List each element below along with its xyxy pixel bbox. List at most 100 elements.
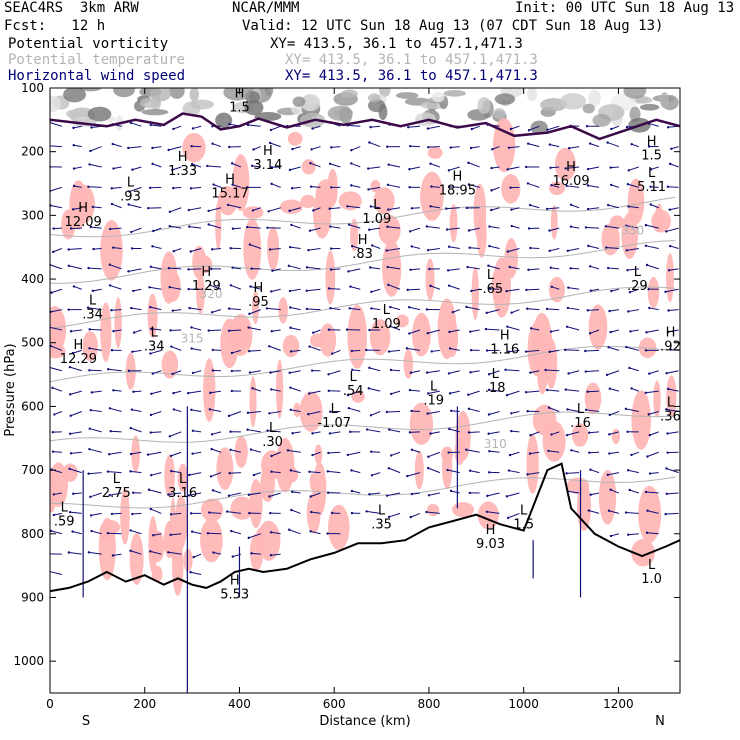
wind-arrow-head <box>90 529 93 533</box>
wind-arrow <box>489 226 500 229</box>
wind-arrow <box>73 207 82 210</box>
wind-arrow-head <box>665 372 668 375</box>
extremum-low-marker: L <box>492 367 500 382</box>
pv-shade-region <box>647 276 660 308</box>
wind-arrow <box>410 227 421 232</box>
wind-arrow-head <box>249 285 252 288</box>
wind-arrow <box>329 207 341 210</box>
extremum-value: 1.09 <box>372 317 401 332</box>
wind-arrow <box>606 370 620 376</box>
wind-arrow <box>128 146 142 149</box>
forecast-hour: Fcst: 12 h <box>4 18 106 34</box>
wind-arrow <box>665 288 679 293</box>
wind-arrow-head <box>190 326 193 329</box>
wind-arrow <box>250 449 261 453</box>
wind-arrow <box>107 471 122 474</box>
wind-arrow <box>670 245 679 249</box>
wind-arrow <box>109 284 122 290</box>
wind-arrow <box>348 407 361 412</box>
wind-arrow <box>428 492 440 496</box>
stratosphere-shade <box>215 112 233 129</box>
stratosphere-shade <box>189 88 200 102</box>
wind-arrow <box>570 267 580 270</box>
wind-arrow <box>570 204 580 209</box>
wind-arrow-head <box>106 532 110 535</box>
wind-arrow <box>368 186 381 190</box>
wind-arrow-head <box>88 369 91 372</box>
wind-arrow-head <box>408 388 412 392</box>
y-tick-label: 500 <box>21 336 44 350</box>
wind-arrow <box>250 286 261 290</box>
wind-arrow-head <box>287 264 291 268</box>
wind-arrow <box>89 347 102 351</box>
wind-arrow <box>626 247 639 251</box>
wind-arrow <box>570 226 580 229</box>
wind-arrow <box>210 390 222 394</box>
stratosphere-shade <box>623 88 647 99</box>
wind-arrow <box>567 490 580 494</box>
wind-arrow-head <box>189 187 193 190</box>
wind-arrow-head <box>51 386 54 390</box>
wind-arrow-head <box>625 345 628 349</box>
wind-arrow <box>110 430 122 433</box>
extremum-value: 1.5 <box>641 148 662 163</box>
wind-arrow-head <box>550 183 553 187</box>
wind-arrow-head <box>666 451 669 454</box>
wind-arrow <box>410 370 421 374</box>
wind-arrow <box>290 307 301 311</box>
wind-arrow-head <box>488 225 491 228</box>
wind-arrow-head <box>505 393 509 397</box>
wind-arrow-head <box>309 495 312 498</box>
wind-arrow-head <box>644 223 648 227</box>
wind-arrow-head <box>647 413 650 416</box>
pv-shade-region <box>537 354 548 395</box>
wind-arrow <box>230 449 242 453</box>
wind-arrow-head <box>584 370 587 373</box>
wind-arrow-head <box>627 169 631 172</box>
wind-arrow <box>666 408 679 413</box>
wind-arrow-head <box>367 167 370 170</box>
wind-arrow-head <box>87 472 90 475</box>
wind-arrow-head <box>187 268 190 271</box>
field-xy-wind: XY= 413.5, 36.1 to 457.1,471.3 <box>285 68 538 84</box>
field-label-pv: Potential vorticity <box>8 36 169 52</box>
theta-contour <box>50 411 676 443</box>
wind-arrow-head <box>647 287 650 291</box>
wind-arrow-head <box>71 351 75 355</box>
wind-arrow-head <box>108 453 111 456</box>
wind-arrow <box>150 124 162 127</box>
wind-arrow <box>650 186 659 188</box>
wind-arrow-head <box>191 371 195 375</box>
wind-arrow-head <box>270 182 273 186</box>
wind-arrow <box>428 390 440 394</box>
wind-arrow-head <box>187 208 191 212</box>
wind-arrow-head <box>112 246 115 249</box>
wind-arrow-head <box>130 408 134 411</box>
wind-arrow-head <box>604 225 608 228</box>
wind-arrow-head <box>365 428 369 431</box>
wind-arrow <box>471 288 480 292</box>
wind-arrow <box>113 389 122 392</box>
wind-arrow-head <box>71 208 75 211</box>
wind-arrow <box>327 470 341 474</box>
wind-arrow-head <box>170 469 173 473</box>
wind-arrow-head <box>508 265 511 269</box>
wind-arrow-head <box>206 164 209 168</box>
wind-arrow-head <box>447 284 451 287</box>
wind-arrow <box>409 329 421 334</box>
wind-arrow <box>387 184 401 188</box>
wind-arrow-head <box>385 249 388 252</box>
wind-arrow-head <box>309 185 313 188</box>
pv-shade-region <box>611 428 621 444</box>
wind-arrow-head <box>230 529 233 533</box>
wind-arrow-head <box>350 244 354 248</box>
wind-arrow-head <box>229 448 232 451</box>
pv-shade-region <box>200 517 223 563</box>
wind-arrow <box>231 349 242 354</box>
wind-arrow-head <box>131 168 134 171</box>
wind-arrow <box>271 183 281 188</box>
wind-arrow <box>468 184 480 188</box>
wind-arrow-head <box>289 326 292 329</box>
wind-arrow <box>52 387 63 392</box>
wind-arrow-head <box>167 266 171 270</box>
